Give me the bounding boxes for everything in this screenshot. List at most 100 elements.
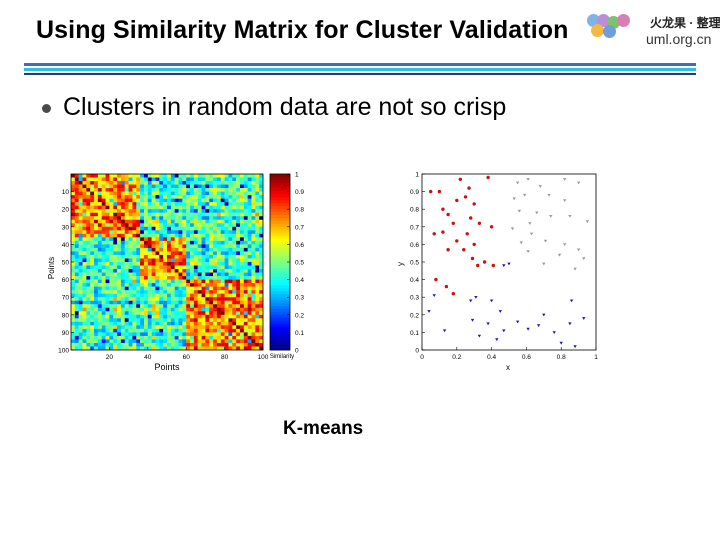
heatmap-cell: [170, 318, 175, 323]
heatmap-cell: [232, 230, 237, 235]
heatmap-cell: [193, 279, 198, 284]
heatmap-cell: [143, 254, 148, 259]
heatmap-y-tick-label: 100: [58, 348, 69, 355]
heatmap-cell: [86, 342, 91, 347]
heatmap-cell: [213, 219, 218, 224]
heatmap-cell: [182, 195, 187, 199]
heatmap-cell: [213, 216, 218, 220]
heatmap-cell: [105, 332, 110, 337]
heatmap-cell: [216, 297, 221, 301]
heatmap-cell: [71, 188, 76, 192]
heatmap-cell: [205, 279, 210, 284]
heatmap-cell: [86, 191, 91, 196]
heatmap-cell: [71, 346, 76, 351]
heatmap-cell: [182, 181, 187, 185]
heatmap-cell: [159, 254, 164, 259]
heatmap-cell: [209, 212, 214, 217]
heatmap-cell: [113, 191, 118, 196]
heatmap-cell: [236, 342, 241, 347]
heatmap-cell: [147, 191, 152, 196]
heatmap-cell: [82, 202, 87, 206]
heatmap-cell: [94, 265, 99, 270]
heatmap-cell: [120, 244, 125, 249]
heatmap-cell: [120, 177, 125, 182]
colorbar-cell: [270, 176, 290, 181]
heatmap-cell: [151, 226, 156, 231]
heatmap-cell: [239, 297, 244, 301]
scatter-point: [446, 212, 450, 217]
heatmap-cell: [109, 247, 114, 252]
heatmap-cell: [193, 262, 198, 266]
heatmap-cell: [174, 226, 179, 231]
heatmap-cell: [136, 332, 141, 337]
heatmap-cell: [228, 226, 233, 231]
heatmap-cell: [113, 339, 118, 344]
heatmap-cell: [251, 174, 256, 178]
colorbar-cell: [270, 341, 290, 345]
colorbar-tick-label: 0.3: [295, 295, 304, 302]
heatmap-cell: [105, 198, 110, 203]
heatmap-cell: [232, 290, 237, 294]
heatmap-cell: [259, 188, 264, 192]
heatmap-cell: [193, 209, 198, 213]
heatmap-cell: [151, 251, 156, 256]
heatmap-cell: [94, 219, 99, 224]
heatmap-cell: [132, 177, 137, 182]
bullet-icon: [42, 104, 51, 113]
heatmap-cell: [71, 290, 76, 294]
scatter-point: [477, 334, 482, 338]
heatmap-cell: [232, 177, 237, 182]
heatmap-cell: [155, 202, 160, 206]
heatmap-cell: [90, 209, 95, 213]
heatmap-cell: [178, 184, 183, 189]
heatmap-cell: [197, 290, 202, 294]
heatmap-cell: [90, 202, 95, 206]
heatmap-cell: [128, 244, 133, 249]
heatmap-cell: [197, 311, 202, 315]
heatmap-cell: [113, 328, 118, 333]
heatmap-cell: [113, 335, 118, 340]
heatmap-cell: [117, 254, 122, 259]
heatmap-cell: [132, 202, 137, 206]
scatter-y-tick-label: 0.5: [410, 260, 419, 267]
heatmap-cell: [124, 247, 129, 252]
heatmap-cell: [78, 314, 83, 319]
heatmap-cell: [201, 304, 206, 308]
heatmap-cell: [78, 297, 83, 301]
heatmap-cell: [259, 332, 264, 337]
heatmap-cell: [220, 202, 225, 206]
heatmap-cell: [124, 195, 129, 199]
heatmap-cell: [255, 321, 260, 326]
heatmap-cell: [109, 188, 114, 192]
heatmap-cell: [109, 177, 114, 182]
heatmap-cell: [143, 216, 148, 220]
scatter-x-tick-label: 0.2: [452, 354, 461, 361]
heatmap-cell: [228, 198, 233, 203]
heatmap-cell: [109, 230, 114, 235]
heatmap-cell: [74, 321, 79, 326]
heatmap-cell: [236, 283, 241, 287]
heatmap-cell: [109, 297, 114, 301]
heatmap-cell: [255, 335, 260, 340]
heatmap-cell: [71, 177, 76, 182]
heatmap-cell: [143, 188, 148, 192]
heatmap-cell: [78, 209, 83, 213]
heatmap-cell: [155, 283, 160, 287]
heatmap-cell: [90, 265, 95, 270]
heatmap-cell: [90, 286, 95, 291]
heatmap-cell: [239, 283, 244, 287]
heatmap-cell: [163, 342, 168, 347]
heatmap-cell: [247, 297, 252, 301]
heatmap-cell: [78, 342, 83, 347]
heatmap-cell: [209, 191, 214, 196]
heatmap-cell: [155, 198, 160, 203]
heatmap-cell: [236, 219, 241, 224]
heatmap-cell: [140, 272, 145, 277]
heatmap-cell: [86, 279, 91, 284]
heatmap-cell: [193, 188, 198, 192]
heatmap-cell: [193, 233, 198, 238]
heatmap-cell: [140, 265, 145, 270]
heatmap-cell: [74, 212, 79, 217]
heatmap-cell: [136, 219, 141, 224]
heatmap-cell: [209, 226, 214, 231]
